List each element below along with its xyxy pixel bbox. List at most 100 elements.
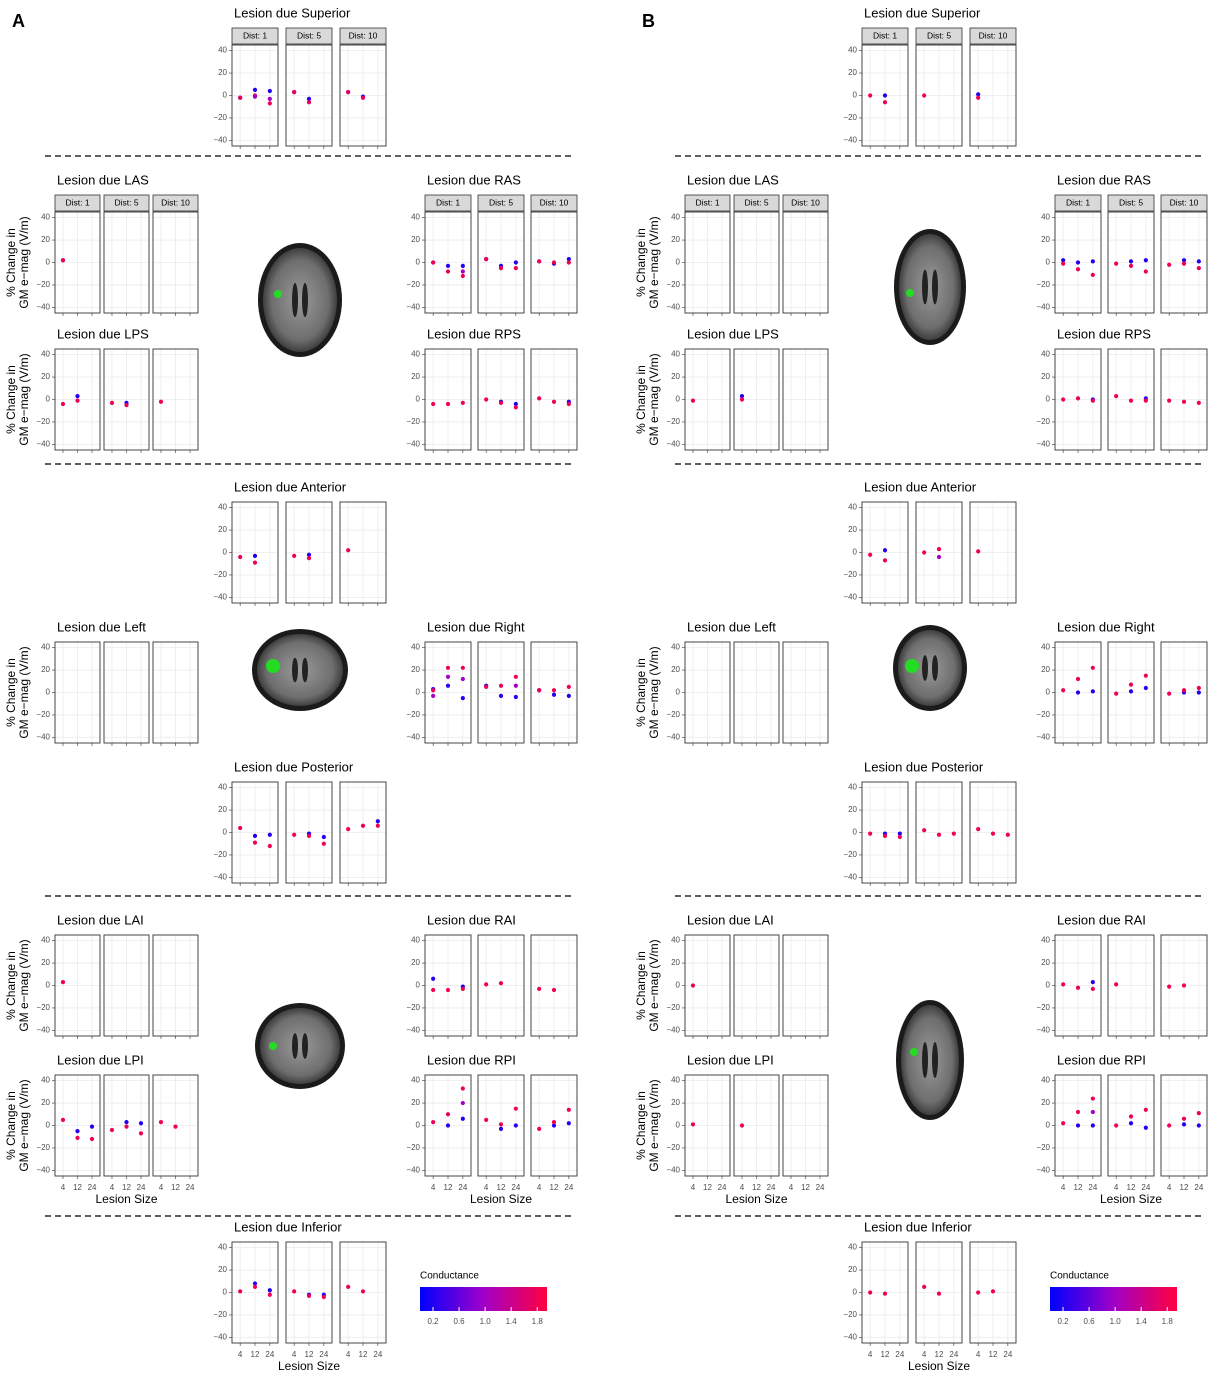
colorbar-label: 1.0 xyxy=(1110,1317,1122,1326)
x-tick-label: 4 xyxy=(110,1183,115,1192)
x-axis-title: Lesion Size xyxy=(725,1192,787,1206)
point xyxy=(253,554,257,558)
y-tick-label: −20 xyxy=(36,280,50,289)
colorbar xyxy=(1050,1287,1177,1311)
x-tick-label: 24 xyxy=(511,1183,520,1192)
facet-label: Dist: 10 xyxy=(1170,197,1199,207)
figure: ALesion due Superior40200−20−40Dist: 1Di… xyxy=(0,0,1211,1378)
panel-label: A xyxy=(12,11,25,31)
point xyxy=(1091,399,1095,403)
point xyxy=(292,833,296,837)
colorbar-label: 0.2 xyxy=(1057,1317,1069,1326)
y-tick-label: 40 xyxy=(848,46,857,55)
point xyxy=(446,988,450,992)
point xyxy=(253,561,257,565)
group-title: Lesion due Anterior xyxy=(864,479,977,494)
point xyxy=(1076,690,1080,694)
y-tick-label: 0 xyxy=(1046,395,1051,404)
point xyxy=(868,1290,872,1294)
y-tick-label: 40 xyxy=(411,350,420,359)
point xyxy=(1076,1110,1080,1114)
x-tick-label: 4 xyxy=(868,1350,873,1359)
y-tick-label: 40 xyxy=(671,350,680,359)
point xyxy=(1182,262,1186,266)
point xyxy=(1144,399,1148,403)
y-tick-label: 20 xyxy=(1041,665,1050,674)
y-tick-label: −20 xyxy=(843,570,857,579)
point xyxy=(75,1136,79,1140)
point xyxy=(514,260,518,264)
point xyxy=(461,666,465,670)
x-tick-label: 12 xyxy=(1074,1183,1083,1192)
point xyxy=(461,1117,465,1121)
y-axis-title: GM e−mag (V/m) xyxy=(647,216,661,308)
facet-label: Dist: 10 xyxy=(791,197,820,207)
y-tick-label: −20 xyxy=(666,280,680,289)
point xyxy=(691,399,695,403)
point xyxy=(1114,692,1118,696)
point xyxy=(431,1120,435,1124)
point xyxy=(484,685,488,689)
lesion-marker xyxy=(905,659,919,673)
point xyxy=(431,402,435,406)
point xyxy=(499,1122,503,1126)
point xyxy=(1167,692,1171,696)
y-tick-label: −20 xyxy=(36,417,50,426)
point xyxy=(1061,982,1065,986)
group-title: Lesion due RPS xyxy=(1057,326,1151,341)
group-title: Lesion due Right xyxy=(427,619,525,634)
y-tick-label: 40 xyxy=(411,936,420,945)
y-tick-label: 20 xyxy=(218,525,227,534)
x-tick-label: 4 xyxy=(537,1183,542,1192)
point xyxy=(499,694,503,698)
y-tick-label: 20 xyxy=(411,665,420,674)
y-tick-label: 40 xyxy=(1041,1076,1050,1085)
lesion-marker xyxy=(910,1048,918,1056)
point xyxy=(1182,400,1186,404)
group-title: Lesion due Left xyxy=(687,619,776,634)
point xyxy=(868,93,872,97)
group-title: Lesion due LPS xyxy=(57,326,149,341)
group-title: Lesion due LPS xyxy=(687,326,779,341)
facet-label: Dist: 1 xyxy=(695,197,719,207)
y-tick-label: −40 xyxy=(666,1165,680,1174)
point xyxy=(537,1127,541,1131)
y-tick-label: −20 xyxy=(666,1003,680,1012)
group-title: Lesion due Anterior xyxy=(234,479,347,494)
y-tick-label: 0 xyxy=(416,395,421,404)
point xyxy=(484,257,488,261)
point xyxy=(253,1285,257,1289)
y-tick-label: −20 xyxy=(213,570,227,579)
point xyxy=(446,666,450,670)
y-tick-label: 0 xyxy=(1046,258,1051,267)
y-axis-title: % Change in xyxy=(4,228,18,297)
point xyxy=(322,835,326,839)
point xyxy=(268,89,272,93)
point xyxy=(1076,1123,1080,1127)
y-tick-label: 20 xyxy=(411,1098,420,1107)
point xyxy=(537,987,541,991)
point xyxy=(431,260,435,264)
brain-image xyxy=(292,1033,298,1059)
point xyxy=(514,684,518,688)
point xyxy=(322,1295,326,1299)
point xyxy=(1114,394,1118,398)
x-tick-label: 24 xyxy=(1141,1183,1150,1192)
point xyxy=(253,841,257,845)
y-tick-label: 20 xyxy=(671,372,680,381)
point xyxy=(461,1086,465,1090)
point xyxy=(346,827,350,831)
x-tick-label: 12 xyxy=(73,1183,82,1192)
y-tick-label: −40 xyxy=(36,732,50,741)
point xyxy=(883,100,887,104)
y-tick-label: 40 xyxy=(41,213,50,222)
y-tick-label: −20 xyxy=(213,113,227,122)
point xyxy=(499,684,503,688)
facet-label: Dist: 5 xyxy=(927,30,951,40)
x-tick-label: 4 xyxy=(484,1183,489,1192)
y-tick-label: −20 xyxy=(1036,1003,1050,1012)
point xyxy=(514,405,518,409)
brain-image xyxy=(302,1033,308,1059)
point xyxy=(514,266,518,270)
group-title: Lesion due LAI xyxy=(687,912,774,927)
